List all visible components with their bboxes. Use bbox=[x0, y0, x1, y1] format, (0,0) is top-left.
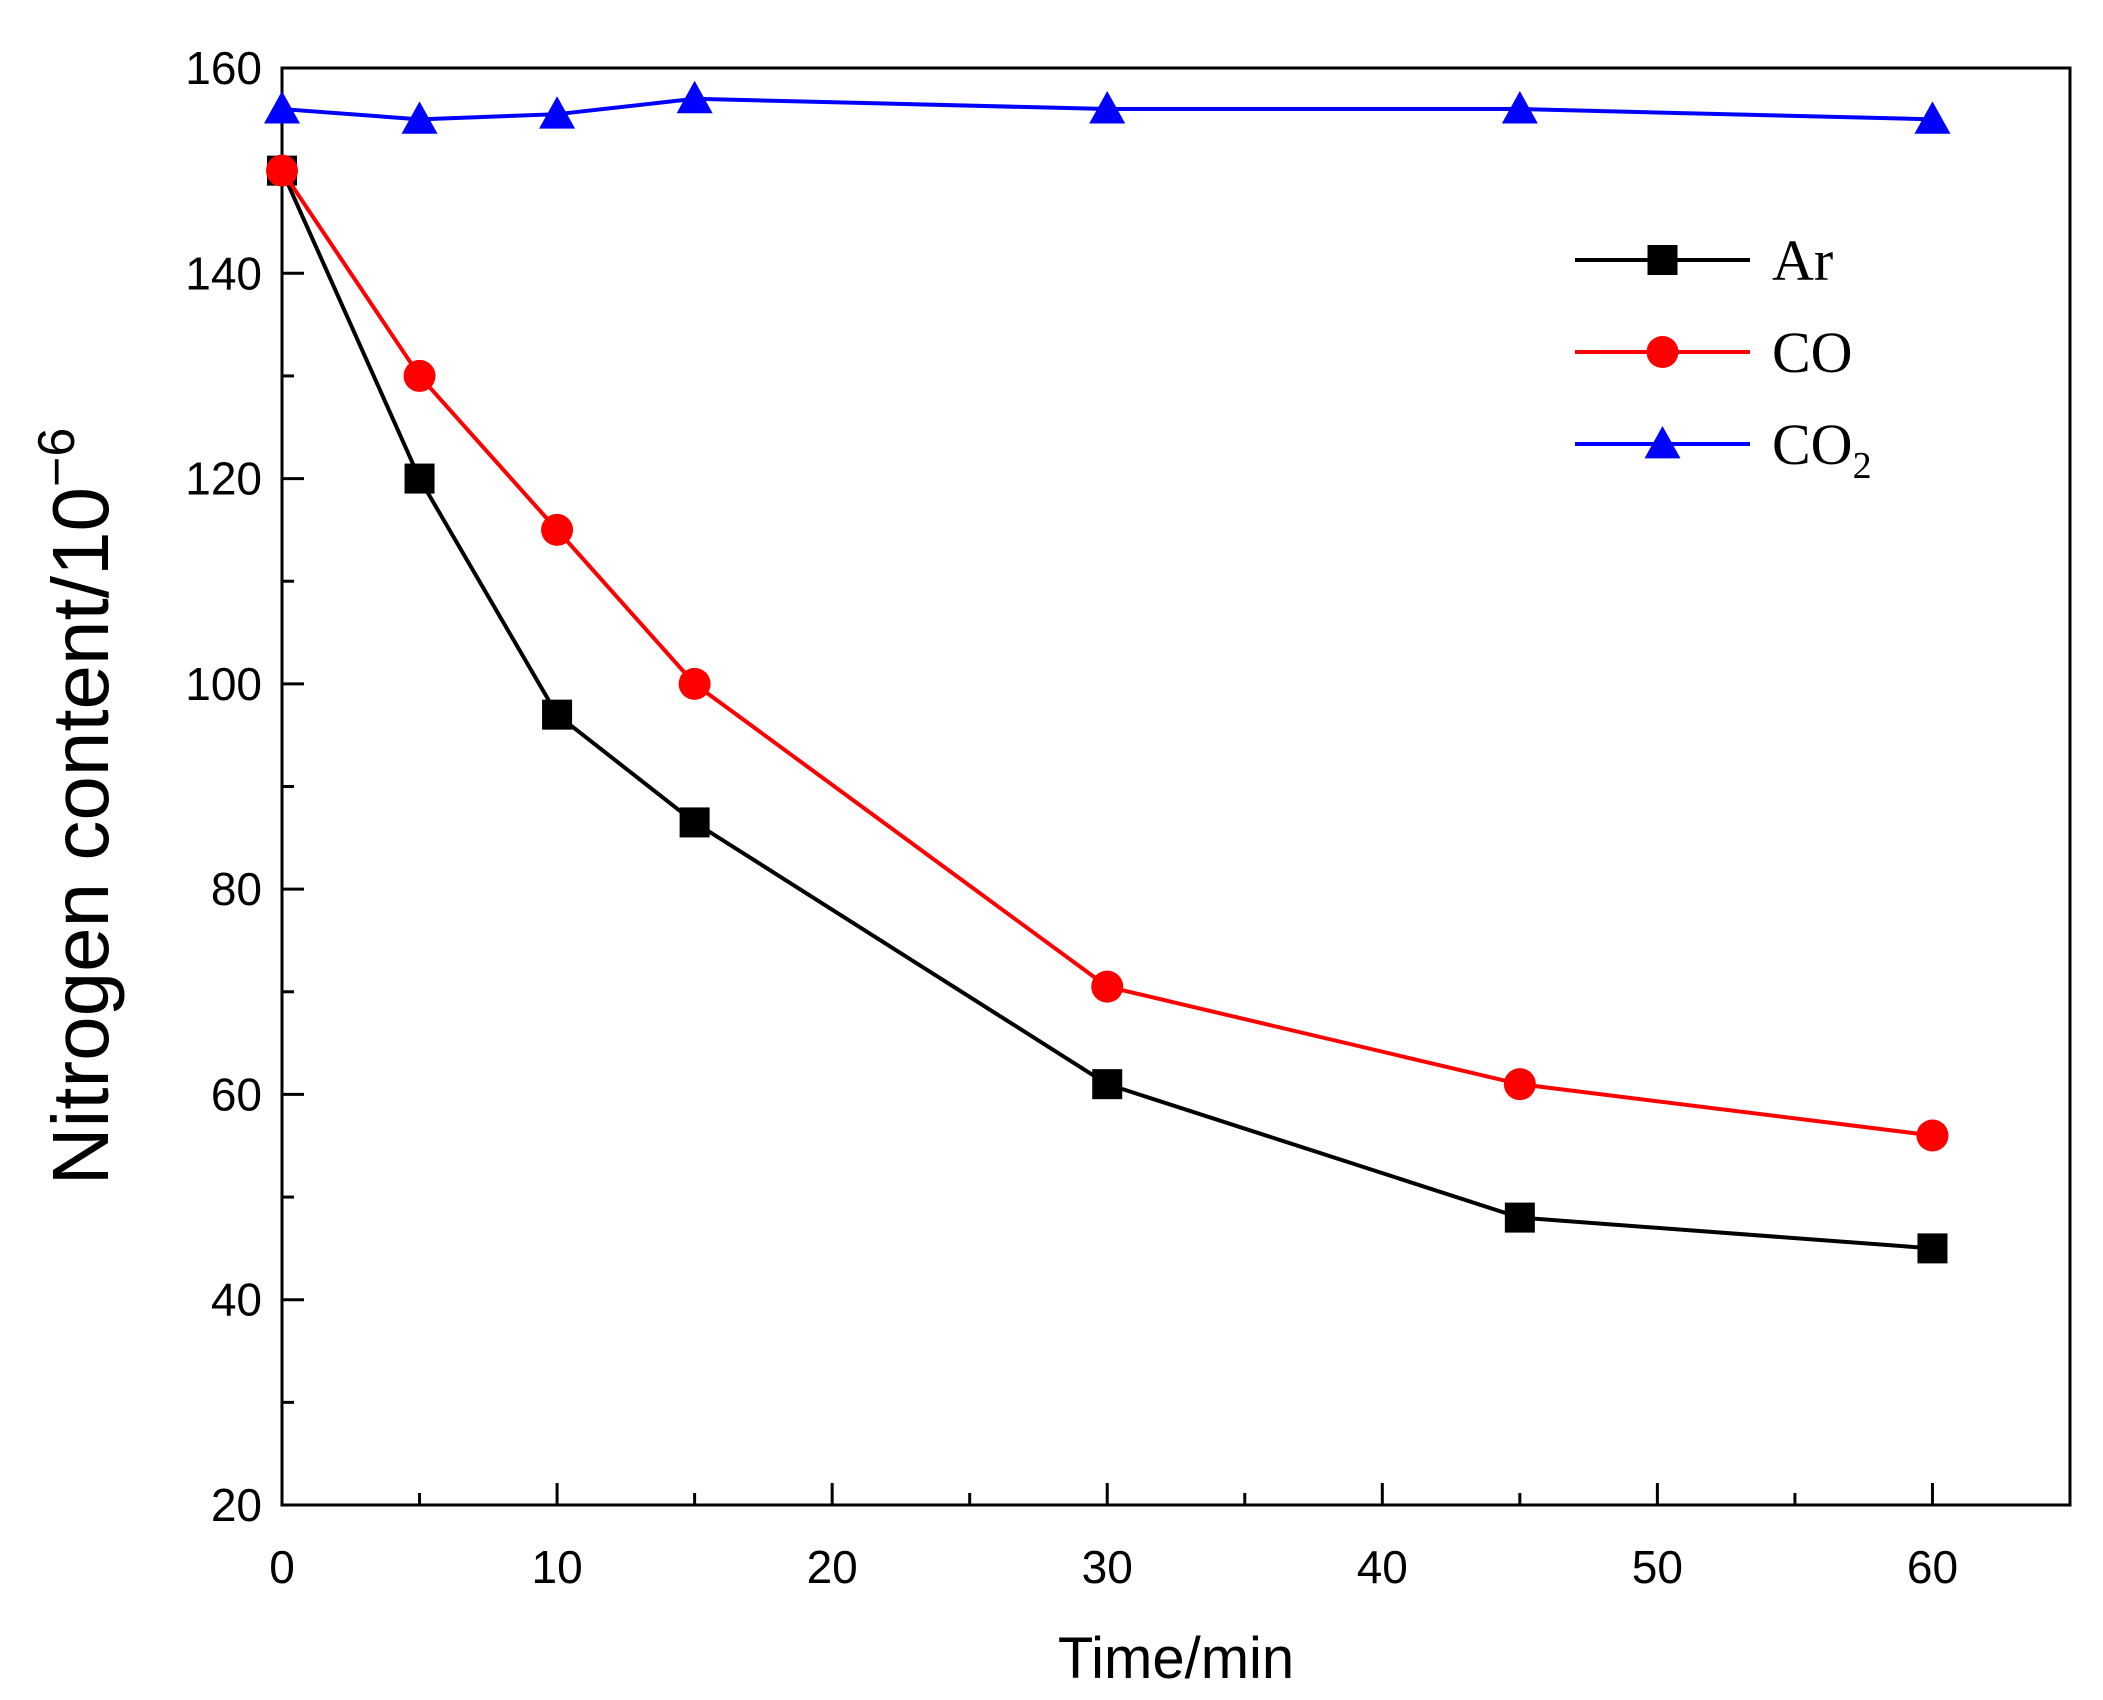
legend-marker bbox=[1646, 336, 1679, 368]
x-tick-label: 40 bbox=[1357, 1541, 1408, 1593]
legend-label-text: Ar bbox=[1772, 228, 1833, 293]
data-point bbox=[676, 80, 713, 114]
legend-label: Ar bbox=[1772, 228, 1833, 293]
y-tick-label: 160 bbox=[185, 42, 262, 94]
x-tick-label: 0 bbox=[269, 1541, 295, 1593]
series-layer bbox=[264, 80, 1951, 1264]
y-tick-label: 80 bbox=[211, 863, 262, 915]
legend-label: CO2 bbox=[1772, 412, 1872, 487]
x-tick-labels: 0 10 20 30 40 50 60 bbox=[269, 1541, 1958, 1593]
data-point bbox=[266, 154, 298, 187]
data-point bbox=[1501, 91, 1538, 124]
data-point bbox=[679, 807, 710, 838]
series-co2 bbox=[264, 80, 1951, 134]
legend-label-text: CO bbox=[1772, 412, 1853, 477]
x-axis-title: Time/min bbox=[1058, 1626, 1294, 1691]
data-point bbox=[1504, 1202, 1535, 1233]
legend-marker bbox=[1647, 245, 1678, 275]
data-point bbox=[1916, 1119, 1949, 1152]
y-tick-label: 100 bbox=[185, 658, 262, 710]
data-point bbox=[678, 667, 711, 700]
y-tick-label: 60 bbox=[211, 1068, 262, 1120]
legend-label-text: CO bbox=[1772, 320, 1853, 385]
x-axis-title-text: Time/min bbox=[1058, 1626, 1294, 1691]
data-point bbox=[1091, 970, 1124, 1003]
y-axis-title-text: Nitrogen content/10 bbox=[36, 487, 125, 1185]
x-tick-label: 30 bbox=[1082, 1541, 1133, 1593]
legend-marker bbox=[1644, 426, 1681, 459]
y-tick-label: 120 bbox=[185, 453, 262, 505]
plot-area-frame bbox=[280, 66, 2072, 1507]
data-point bbox=[264, 91, 300, 124]
data-point bbox=[539, 96, 576, 129]
y-tick-label: 140 bbox=[185, 247, 262, 299]
data-point bbox=[542, 699, 573, 730]
legend-label: CO bbox=[1772, 320, 1853, 385]
data-point bbox=[403, 359, 436, 392]
y-axis-title-exponent: −6 bbox=[28, 428, 86, 487]
data-point bbox=[1092, 1069, 1123, 1100]
y-axis-title: Nitrogen content/10−6 bbox=[28, 428, 125, 1186]
series-ar bbox=[267, 155, 1948, 1264]
y-tick-labels: 20 40 60 80 100 120 140 160 bbox=[185, 42, 262, 1531]
data-point bbox=[401, 101, 438, 134]
data-point bbox=[1503, 1068, 1536, 1101]
legend-entry: CO2 bbox=[1575, 412, 1872, 487]
x-tick-label: 10 bbox=[531, 1541, 582, 1593]
legend-label-subscript: 2 bbox=[1853, 445, 1872, 487]
legend-entry: Ar bbox=[1575, 228, 1833, 293]
series-co bbox=[266, 154, 1949, 1152]
data-point bbox=[404, 463, 435, 494]
y-tick-label: 40 bbox=[211, 1274, 262, 1326]
data-point bbox=[1917, 1233, 1948, 1264]
data-point bbox=[1089, 91, 1126, 124]
tick-marks bbox=[280, 66, 1934, 1507]
x-tick-label: 20 bbox=[807, 1541, 858, 1593]
x-tick-label: 60 bbox=[1907, 1541, 1958, 1593]
legend-entry: CO bbox=[1575, 320, 1853, 385]
data-point bbox=[541, 513, 574, 546]
data-point bbox=[1914, 101, 1951, 134]
x-tick-label: 50 bbox=[1632, 1541, 1683, 1593]
y-tick-label: 20 bbox=[211, 1479, 262, 1531]
